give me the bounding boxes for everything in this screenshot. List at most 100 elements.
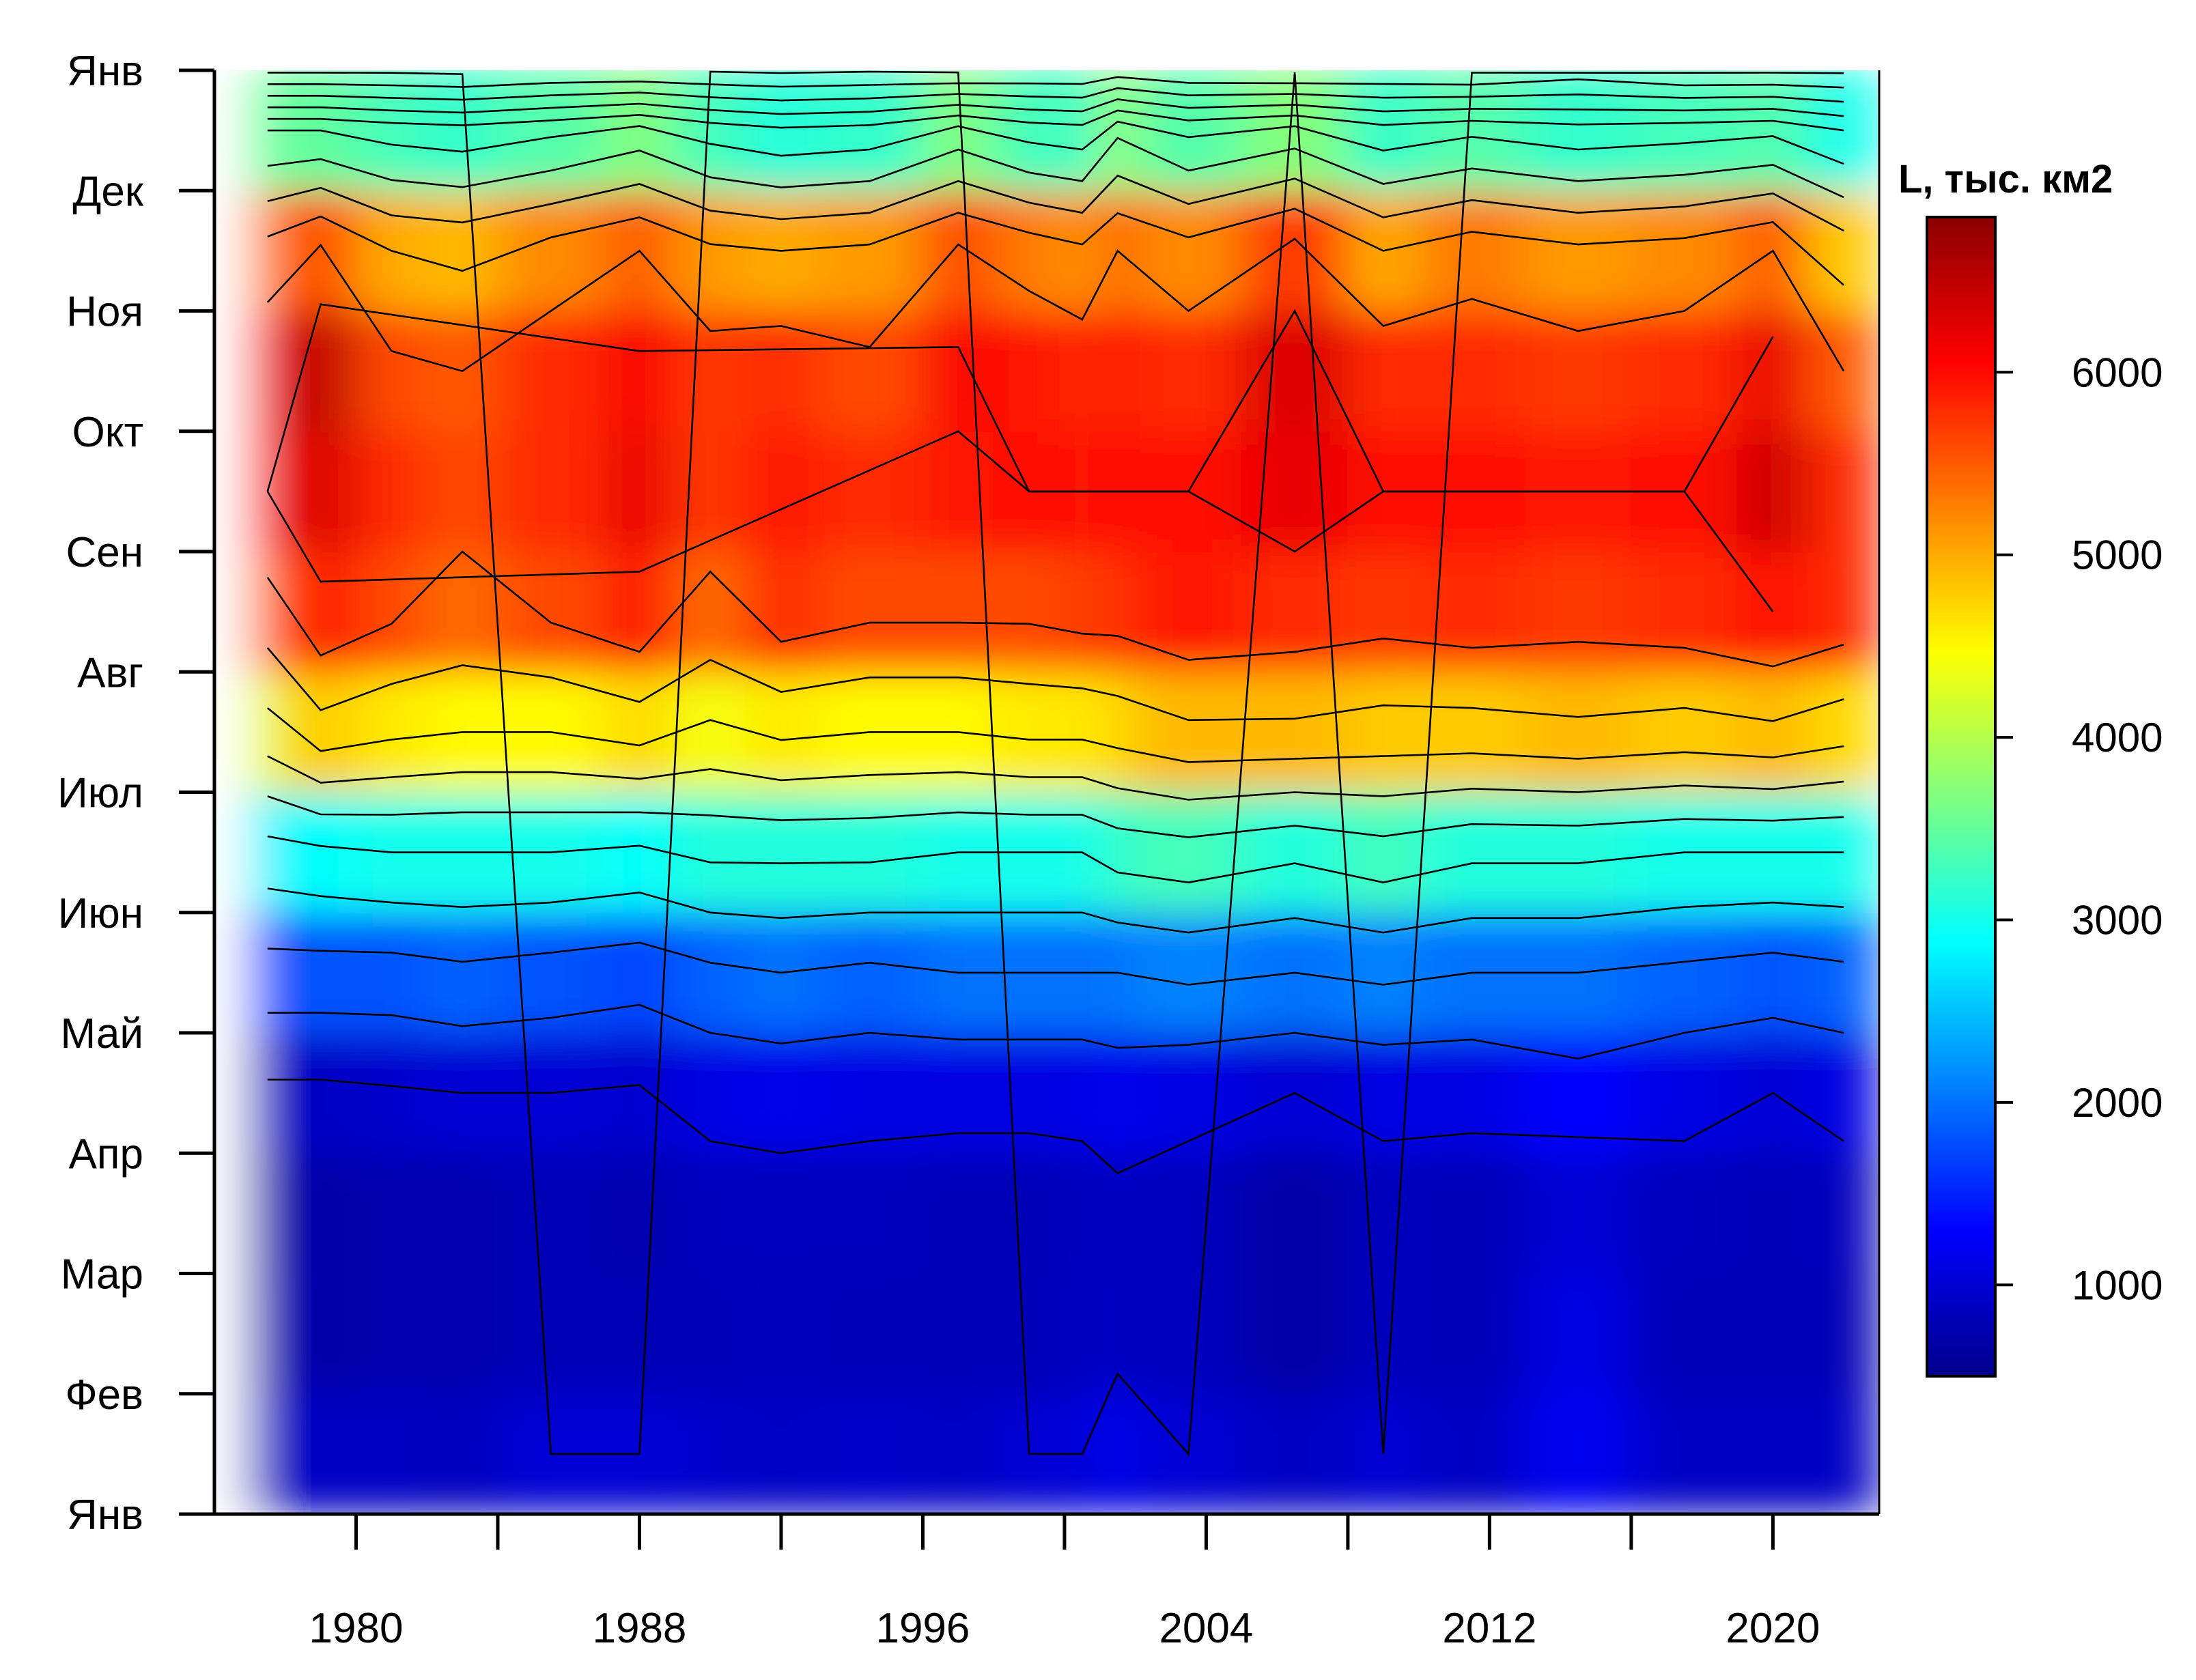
heatmap-cell [1134, 190, 1243, 312]
heatmap-cell [1630, 70, 1738, 192]
heatmap-cell [284, 551, 357, 673]
heatmap-cell [1099, 1032, 1136, 1154]
heatmap-cell [993, 1032, 1065, 1154]
heatmap-cell [1347, 551, 1420, 673]
heatmap-cell [426, 1272, 498, 1395]
heatmap-cell [249, 1272, 286, 1395]
heatmap-cell [249, 310, 286, 432]
heatmap-cell [922, 1152, 995, 1275]
heatmap-cell [1630, 1032, 1738, 1154]
x-axis-ticks: 1980 1988 1996 2004 2012 2020 [309, 1514, 1820, 1652]
heatmap-cell [1418, 310, 1526, 432]
heatmap-cell [603, 1272, 676, 1395]
contour-line [267, 109, 1844, 132]
heatmap-cell [1241, 1272, 1349, 1395]
heatmap-cell [1736, 430, 1810, 552]
heatmap-cell [1807, 671, 1879, 793]
heatmap-cells [214, 70, 1879, 1514]
heatmap-cell [214, 791, 251, 913]
heatmap-cell [674, 911, 747, 1034]
heatmap-cell [249, 190, 286, 312]
heatmap-cell [1807, 1032, 1879, 1154]
heatmap-cell [815, 791, 924, 913]
heatmap-cell [674, 671, 747, 793]
heatmap-cell [1736, 310, 1810, 432]
y-tick-label: Май [61, 1010, 143, 1057]
heatmap-cell [674, 1272, 747, 1395]
x-tick-label: 1988 [592, 1605, 686, 1652]
heatmap-cell [355, 671, 428, 793]
x-tick-label: 2020 [1726, 1605, 1820, 1652]
heatmap-cell [355, 1152, 428, 1275]
heatmap-cell [355, 1272, 428, 1395]
heatmap-cell [249, 1393, 286, 1514]
heatmap-cell [1736, 911, 1810, 1034]
heatmap-cell [1134, 1272, 1243, 1395]
y-tick-label: Фев [65, 1371, 143, 1419]
heatmap-cell [496, 430, 605, 552]
heatmap-cell [1630, 1272, 1738, 1395]
heatmap-cell [1241, 671, 1349, 793]
heatmap-cell [1418, 551, 1526, 673]
heatmap-cell [1807, 551, 1879, 673]
heatmap-cell [674, 190, 747, 312]
contour-line [267, 887, 1844, 934]
heatmap-cell [1099, 551, 1136, 673]
heatmap-cell [214, 310, 251, 432]
heatmap-cell [355, 430, 428, 552]
heatmap-cell [1524, 671, 1632, 793]
heatmap-cell [1418, 190, 1526, 312]
heatmap-cell [674, 430, 747, 552]
heatmap-cell [745, 1272, 817, 1395]
heatmap-cell [674, 1032, 747, 1154]
heatmap-cell [1241, 791, 1349, 913]
heatmap-cell [1524, 791, 1632, 913]
heatmap-cell [284, 190, 357, 312]
heatmap-cell [993, 70, 1065, 192]
colorbar-tick-label: 6000 [2072, 350, 2163, 395]
contour-line [266, 238, 1845, 373]
y-axis-ticks: Янв Фев Мар Апр Май Июн Июл Авг Сен Окт Ноя Дек Янв [57, 48, 214, 1539]
heatmap-cell [214, 1032, 251, 1154]
heatmap-cell [1418, 1272, 1526, 1395]
heatmap-cell [1063, 310, 1101, 432]
heatmap-cell [815, 70, 924, 192]
heatmap-cell [1807, 1393, 1879, 1514]
y-tick-label: Дек [72, 168, 143, 215]
heatmap-cell [815, 310, 924, 432]
x-tick-label: 1980 [309, 1605, 404, 1652]
heatmap-cell [1063, 1272, 1101, 1395]
heatmap-cell [1134, 671, 1243, 793]
heatmap-cell [1630, 190, 1738, 312]
heatmap-cell [745, 70, 817, 192]
heatmap-cell [249, 911, 286, 1034]
axes: Янв Фев Мар Апр Май Июн Июл Авг Сен Окт Ноя ДекЯнв … [57, 48, 1881, 1652]
contour-line [267, 137, 1844, 199]
heatmap-cell [745, 430, 817, 552]
heatmap-cell [815, 1393, 924, 1514]
heatmap-cell [1347, 70, 1420, 192]
heatmap-cell [1630, 671, 1738, 793]
heatmap-cell [249, 671, 286, 793]
y-tick-label: Янв [67, 1492, 143, 1539]
heatmap-cell [1347, 671, 1420, 793]
heatmap-cell [214, 430, 251, 552]
heatmap-cell [1134, 1152, 1243, 1275]
colorbar-tick-label: 1000 [2072, 1262, 2163, 1308]
heatmap-cell [1524, 70, 1632, 192]
heatmap-cell [1630, 1152, 1738, 1275]
heatmap-cell [249, 791, 286, 913]
heatmap-cell [249, 1032, 286, 1154]
heatmap-cell [1418, 1032, 1526, 1154]
heatmap-cell [603, 70, 676, 192]
heatmap-cell [496, 1152, 605, 1275]
heatmap-cell [1418, 70, 1526, 192]
contour-line [267, 87, 1844, 103]
heatmap-cell [674, 791, 747, 913]
heatmap-cell [426, 1152, 498, 1275]
heatmap-cell [214, 70, 251, 192]
contour-line [267, 208, 1844, 286]
y-tick-label: Мар [61, 1251, 143, 1298]
heatmap-cell [355, 70, 428, 192]
